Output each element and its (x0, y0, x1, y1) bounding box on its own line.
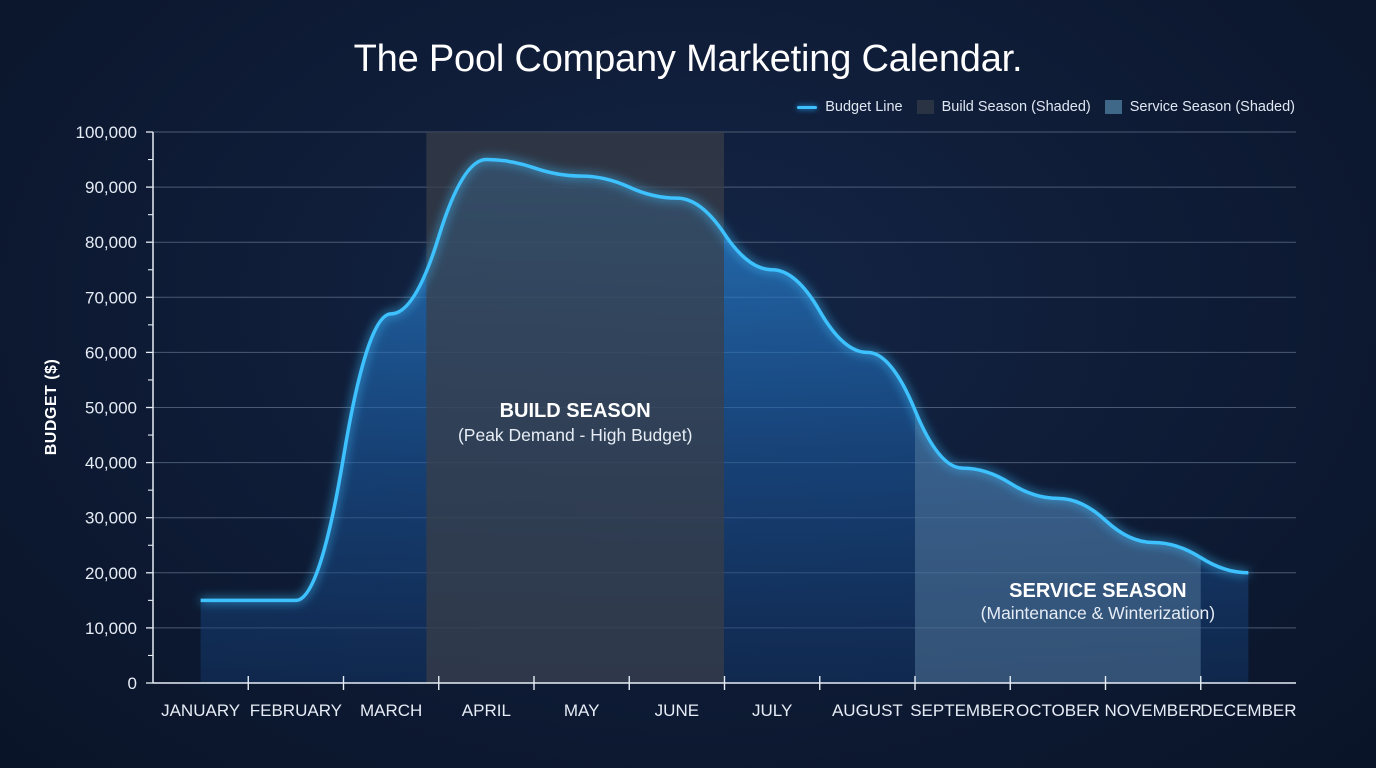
budget-line (200, 157, 1249, 603)
build-season-shade (426, 132, 724, 683)
annotations: BUILD SEASON (Peak Demand - High Budget) S… (458, 400, 1215, 623)
x-tick-label: DECEMBER (1200, 701, 1296, 720)
x-tick-label: OCTOBER (1016, 701, 1100, 720)
legend-label-service-season: Service Season (Shaded) (1129, 99, 1295, 115)
x-tick-label: SEPTEMBER (910, 701, 1015, 720)
x-tick-label: JULY (752, 701, 792, 720)
axes (146, 131, 1296, 690)
y-tick-label: 10,000 (85, 619, 137, 638)
y-tick-label: 90,000 (85, 178, 137, 197)
x-tick-label: MAY (564, 701, 600, 720)
service-season-shade (915, 407, 1201, 683)
legend-swatch-service (1104, 100, 1122, 114)
x-tick-label: MARCH (360, 701, 422, 720)
legend: Budget Line Build Season (Shaded) Servic… (797, 99, 1295, 115)
build-season-title: BUILD SEASON (500, 400, 651, 422)
legend-item-budget-line: Budget Line (797, 99, 903, 115)
service-season-title: SERVICE SEASON (1009, 580, 1186, 602)
legend-label-build-season: Build Season (Shaded) (941, 99, 1091, 115)
legend-swatch-build (916, 100, 934, 114)
y-tick-label: 70,000 (85, 288, 137, 307)
chart-title: The Pool Company Marketing Calendar. (353, 38, 1023, 80)
y-tick-label: 100,000 (76, 123, 137, 142)
y-tick-label: 60,000 (85, 343, 137, 362)
build-season-subtitle: (Peak Demand - High Budget) (458, 425, 692, 445)
x-tick-label: FEBRUARY (250, 701, 342, 720)
legend-label-budget-line: Budget Line (825, 99, 903, 115)
x-tick-label: NOVEMBER (1104, 701, 1201, 720)
y-tick-label: 50,000 (85, 399, 137, 418)
y-tick-label: 0 (128, 674, 137, 693)
x-tick-labels: JANUARY FEBRUARY MARCH APRIL MAY JUNE JULY AUGU… (161, 701, 1296, 720)
legend-swatch-line (797, 105, 818, 109)
x-tick-label: JUNE (655, 701, 699, 720)
x-tick-label: APRIL (462, 701, 511, 720)
legend-item-build-season: Build Season (Shaded) (916, 99, 1091, 115)
legend-item-service-season: Service Season (Shaded) (1104, 99, 1295, 115)
y-tick-label: 40,000 (85, 454, 137, 473)
y-tick-label: 20,000 (85, 564, 137, 583)
x-tick-label: AUGUST (832, 701, 903, 720)
y-tick-labels: 0 10,000 20,000 30,000 40,000 50,000 60,000 70,… (76, 123, 137, 693)
x-tick-label: JANUARY (161, 701, 240, 720)
service-season-subtitle: (Maintenance & Winterization) (981, 603, 1215, 623)
y-tick-label: 80,000 (85, 233, 137, 252)
y-tick-label: 30,000 (85, 509, 137, 528)
